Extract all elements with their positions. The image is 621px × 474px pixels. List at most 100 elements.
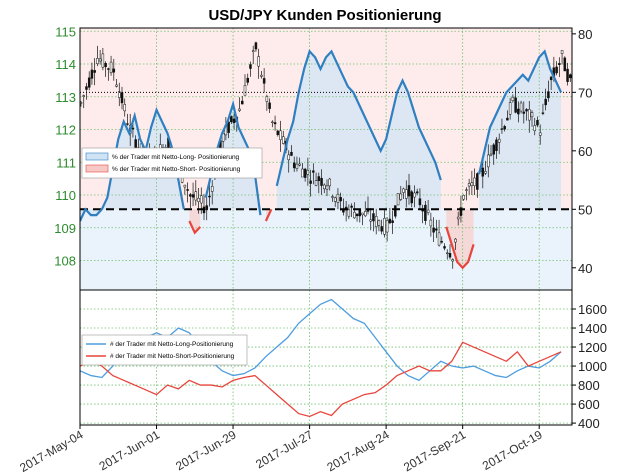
price-candle-body bbox=[120, 92, 124, 104]
count-tick-label: 800 bbox=[578, 378, 600, 393]
price-tick-label: 110 bbox=[55, 188, 76, 203]
price-candle-body bbox=[560, 50, 564, 54]
price-candle-body bbox=[282, 136, 285, 144]
price-candle-body bbox=[465, 189, 468, 191]
price-candle-body bbox=[555, 66, 558, 74]
price-candle-body bbox=[82, 95, 85, 97]
price-candle-body bbox=[109, 61, 113, 73]
price-candle-body bbox=[361, 212, 364, 216]
price-candle-body bbox=[418, 198, 422, 206]
price-candle-body bbox=[183, 184, 187, 188]
price-candle-body bbox=[317, 176, 321, 182]
legend-short-label: % der Trader mit Netto-Short- Positionie… bbox=[112, 166, 241, 173]
price-candle-body bbox=[467, 183, 471, 187]
price-candle-body bbox=[126, 123, 129, 125]
price-candle-body bbox=[325, 185, 329, 190]
price-candle-body bbox=[227, 121, 230, 133]
sentiment-tick-label: 60 bbox=[578, 144, 592, 159]
price-candle-body bbox=[339, 197, 342, 202]
sentiment-tick-label: 40 bbox=[578, 261, 592, 276]
legend-long-label: % der Trader mit Netto-Long- Positionier… bbox=[112, 154, 240, 161]
sentiment-legend: % der Trader mit Netto-Long- Positionier… bbox=[81, 147, 263, 179]
count-legend: # der Trader mit Netto-Long-Positionieru… bbox=[81, 334, 248, 366]
short-count-line bbox=[80, 341, 562, 418]
price-candle-body bbox=[241, 100, 244, 105]
price-candle-body bbox=[257, 56, 260, 67]
price-candle-body bbox=[484, 171, 487, 174]
price-candle-body bbox=[432, 227, 435, 233]
price-candle-body bbox=[104, 63, 107, 68]
long-count-line bbox=[80, 298, 562, 382]
price-candle-body bbox=[85, 86, 88, 90]
price-candle-body bbox=[328, 178, 331, 187]
price-candle-body bbox=[320, 177, 323, 186]
price-candle-body bbox=[273, 122, 277, 125]
price-candle-body bbox=[205, 205, 208, 211]
price-candle-body bbox=[353, 211, 356, 219]
price-candle-body bbox=[107, 68, 110, 70]
price-candle-body bbox=[246, 77, 249, 83]
price-candle-body bbox=[374, 216, 378, 227]
price-candle-body bbox=[271, 121, 274, 123]
price-candle-body bbox=[186, 189, 189, 191]
price-candle-body bbox=[333, 197, 337, 202]
long-sentiment-line bbox=[80, 49, 563, 222]
price-candle-body bbox=[536, 120, 539, 126]
price-candle-body bbox=[402, 188, 405, 193]
price-tick-label: 113 bbox=[55, 90, 76, 105]
price-candle-body bbox=[511, 96, 515, 101]
sentiment-tick-label: 70 bbox=[578, 85, 592, 100]
price-candle-body bbox=[276, 130, 280, 135]
price-candle-body bbox=[265, 96, 269, 102]
chart-title: USD/JPY Kunden Positionierung bbox=[208, 7, 441, 24]
price-candle-body bbox=[290, 151, 293, 156]
price-candle-body bbox=[238, 108, 241, 111]
count-tick-label: 400 bbox=[578, 416, 600, 431]
price-candle-body bbox=[456, 216, 460, 220]
price-candle-body bbox=[383, 218, 386, 235]
price-candle-body bbox=[446, 252, 449, 254]
price-candle-body bbox=[254, 42, 258, 50]
date-tick-label: 2017-Jun-29 bbox=[173, 427, 239, 473]
short-sentiment-line bbox=[188, 208, 475, 270]
price-candle-body bbox=[506, 117, 509, 121]
price-candle-body bbox=[262, 78, 266, 84]
price-candle-body bbox=[497, 138, 501, 143]
price-candle-body bbox=[197, 198, 200, 202]
price-tick-label: 109 bbox=[54, 221, 76, 236]
long-zone-shading bbox=[80, 209, 572, 290]
price-candle-body bbox=[230, 116, 233, 123]
price-candle-body bbox=[208, 195, 211, 198]
price-candle-body bbox=[473, 177, 476, 187]
price-candle-body bbox=[541, 112, 545, 114]
date-tick-label: 2017-Jun-01 bbox=[97, 427, 163, 473]
price-candle-body bbox=[413, 192, 416, 198]
price-candle-body bbox=[533, 125, 536, 132]
price-candle-body bbox=[558, 63, 561, 65]
price-candle-body bbox=[440, 241, 444, 243]
price-candle-body bbox=[391, 220, 394, 223]
price-candle-body bbox=[377, 220, 381, 226]
price-candle-body bbox=[369, 219, 372, 222]
price-candle-body bbox=[462, 195, 465, 200]
price-tick-label: 114 bbox=[55, 57, 76, 72]
price-candle-body bbox=[437, 232, 441, 246]
price-candle-body bbox=[399, 193, 403, 200]
price-candle-body bbox=[331, 196, 334, 198]
price-candle-body bbox=[426, 209, 430, 213]
price-candle-body bbox=[112, 68, 116, 73]
date-tick-label: 2017-Aug-24 bbox=[325, 427, 392, 474]
price-candle-body bbox=[314, 180, 318, 186]
price-candle-body bbox=[189, 194, 192, 197]
price-candle-body bbox=[80, 102, 83, 104]
price-candle-body bbox=[260, 74, 263, 77]
price-candle-body bbox=[279, 130, 282, 140]
price-tick-label: 112 bbox=[55, 123, 76, 138]
price-candle-body bbox=[528, 109, 531, 121]
count-tick-label: 1000 bbox=[578, 359, 607, 374]
price-candle-body bbox=[508, 102, 512, 115]
price-candle-body bbox=[459, 207, 463, 216]
count-tick-label: 1400 bbox=[578, 321, 607, 336]
price-candle-body bbox=[495, 139, 498, 152]
